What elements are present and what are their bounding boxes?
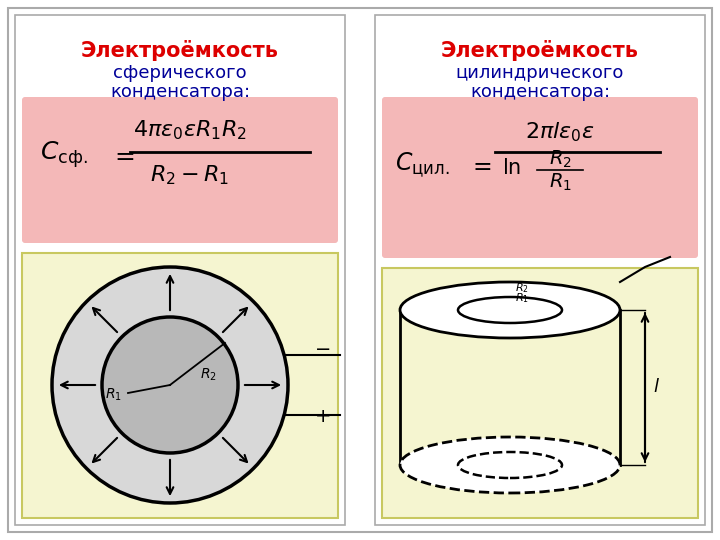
- Ellipse shape: [458, 452, 562, 478]
- Circle shape: [102, 317, 238, 453]
- Text: $R_2$: $R_2$: [515, 281, 529, 295]
- Text: $R_1$: $R_1$: [549, 171, 572, 193]
- FancyBboxPatch shape: [382, 97, 698, 258]
- Text: $C_{\mathregular{сф.}}$: $C_{\mathregular{сф.}}$: [40, 140, 88, 170]
- Ellipse shape: [400, 437, 620, 493]
- Text: Электроёмкость: Электроёмкость: [441, 40, 639, 61]
- FancyBboxPatch shape: [382, 268, 698, 518]
- Text: Электроёмкость: Электроёмкость: [81, 40, 279, 61]
- Text: $4\pi\varepsilon_0\varepsilon R_1 R_2$: $4\pi\varepsilon_0\varepsilon R_1 R_2$: [133, 118, 247, 142]
- Ellipse shape: [458, 297, 562, 323]
- Text: $=$: $=$: [110, 143, 135, 167]
- FancyBboxPatch shape: [8, 8, 712, 532]
- Text: $\ln$: $\ln$: [502, 158, 521, 178]
- Text: $R_2$: $R_2$: [549, 148, 572, 170]
- Text: конденсатора:: конденсатора:: [470, 83, 610, 101]
- Text: $=$: $=$: [468, 153, 492, 177]
- FancyBboxPatch shape: [22, 97, 338, 243]
- Text: цилиндрического: цилиндрического: [456, 64, 624, 82]
- Circle shape: [52, 267, 288, 503]
- Text: $R_2$: $R_2$: [200, 367, 217, 383]
- FancyBboxPatch shape: [15, 15, 345, 525]
- Text: $R_2 - R_1$: $R_2 - R_1$: [150, 163, 230, 187]
- Text: сферического: сферического: [113, 64, 247, 82]
- Text: $C_{\mathregular{цил.}}$: $C_{\mathregular{цил.}}$: [395, 151, 449, 179]
- Ellipse shape: [400, 282, 620, 338]
- FancyBboxPatch shape: [375, 15, 705, 525]
- Text: конденсатора:: конденсатора:: [110, 83, 250, 101]
- Text: $-$: $-$: [314, 338, 330, 356]
- Text: $+$: $+$: [314, 408, 330, 427]
- FancyBboxPatch shape: [22, 253, 338, 518]
- Text: $l$: $l$: [653, 379, 660, 396]
- Text: $2\pi l\varepsilon_0\varepsilon$: $2\pi l\varepsilon_0\varepsilon$: [526, 120, 595, 144]
- Text: $R_1$: $R_1$: [105, 387, 122, 403]
- Text: $R_1$: $R_1$: [515, 291, 529, 305]
